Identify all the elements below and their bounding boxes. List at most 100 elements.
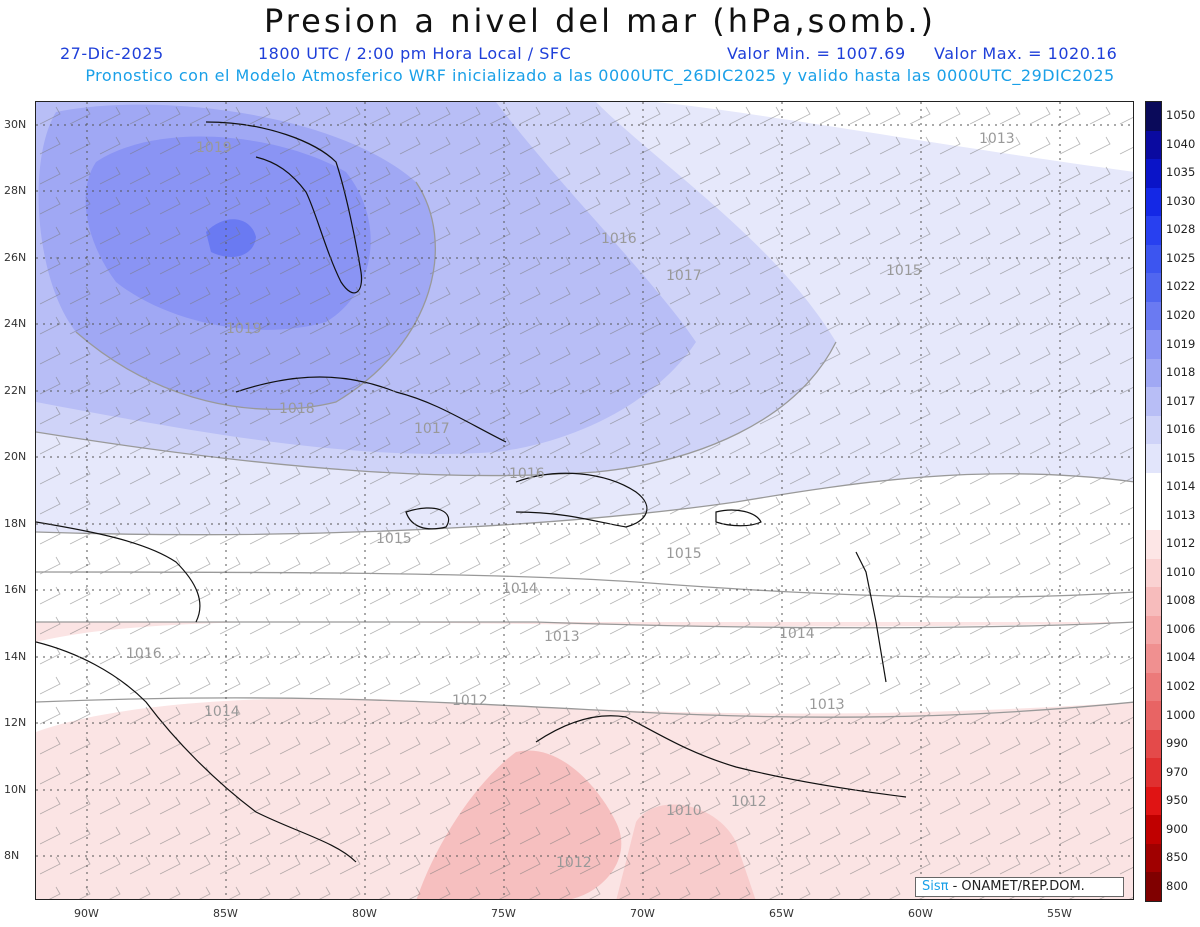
colorbar-label: 800 xyxy=(1166,878,1188,893)
colorbar-swatch xyxy=(1146,159,1161,189)
contour-label: 1010 xyxy=(666,803,702,819)
colorbar-label: 1019 xyxy=(1166,336,1196,351)
lon-label: 70W xyxy=(630,907,655,920)
contour-label: 1015 xyxy=(666,546,702,562)
lon-label: 80W xyxy=(352,907,377,920)
lat-label: 24N xyxy=(4,317,27,330)
colorbar-swatch xyxy=(1146,415,1161,445)
sispi-logo: Sisπ xyxy=(922,879,949,894)
lat-label: 22N xyxy=(4,384,27,397)
lat-label: 8N xyxy=(4,849,20,862)
colorbar-swatch xyxy=(1146,501,1161,531)
colorbar-swatch xyxy=(1146,244,1161,274)
colorbar-label: 1020 xyxy=(1166,308,1196,323)
colorbar-swatch xyxy=(1146,273,1161,303)
map-title: Presion a nivel del mar (hPa,somb.) xyxy=(263,2,937,40)
contour-label: 1018 xyxy=(279,401,315,417)
lat-lon-grid xyxy=(36,102,1133,899)
contour-label: 1012 xyxy=(731,794,767,810)
forecast-time: 1800 UTC / 2:00 pm Hora Local / SFC xyxy=(258,44,572,63)
colorbar-swatch xyxy=(1146,216,1161,246)
colorbar-label: 1017 xyxy=(1166,393,1196,408)
colorbar-swatch xyxy=(1146,301,1161,331)
forecast-description: Pronostico con el Modelo Atmosferico WRF… xyxy=(85,66,1115,85)
colorbar-swatch xyxy=(1146,872,1161,902)
max-value: Valor Max. = 1020.16 xyxy=(934,44,1118,63)
colorbar xyxy=(1145,101,1162,902)
colorbar-label: 1018 xyxy=(1166,365,1196,380)
colorbar-swatch xyxy=(1146,843,1161,873)
contour-label: 1016 xyxy=(509,466,545,482)
colorbar-swatch xyxy=(1146,701,1161,731)
lat-label: 12N xyxy=(4,716,27,729)
colorbar-label: 990 xyxy=(1166,736,1188,751)
credit-org: - ONAMET/REP.DOM. xyxy=(952,879,1085,894)
isobar-lines xyxy=(36,181,1133,718)
colorbar-swatch xyxy=(1146,530,1161,560)
colorbar-label: 900 xyxy=(1166,821,1188,836)
lon-label: 60W xyxy=(908,907,933,920)
colorbar-label: 1050 xyxy=(1166,108,1196,123)
colorbar-swatch xyxy=(1146,387,1161,417)
contour-label: 1019 xyxy=(226,321,262,337)
lat-label: 10N xyxy=(4,783,27,796)
contour-label: 1014 xyxy=(779,626,815,642)
colorbar-swatch xyxy=(1146,472,1161,502)
lon-label: 85W xyxy=(213,907,238,920)
lat-label: 16N xyxy=(4,583,27,596)
colorbar-label: 1022 xyxy=(1166,279,1196,294)
colorbar-label: 850 xyxy=(1166,850,1188,865)
colorbar-swatch xyxy=(1146,330,1161,360)
colorbar-label: 1000 xyxy=(1166,707,1196,722)
colorbar-swatch xyxy=(1146,587,1161,617)
lon-label: 75W xyxy=(491,907,516,920)
colorbar-label: 1010 xyxy=(1166,564,1196,579)
colorbar-swatch xyxy=(1146,558,1161,588)
forecast-date: 27-Dic-2025 xyxy=(60,44,164,63)
colorbar-label: 1006 xyxy=(1166,621,1196,636)
lat-label: 14N xyxy=(4,650,27,663)
contour-label: 1015 xyxy=(886,263,922,279)
colorbar-label: 1040 xyxy=(1166,136,1196,151)
contour-label: 1017 xyxy=(666,268,702,284)
colorbar-swatch xyxy=(1146,758,1161,788)
colorbar-swatch xyxy=(1146,615,1161,645)
colorbar-swatch xyxy=(1146,130,1161,160)
lat-label: 26N xyxy=(4,251,27,264)
lon-label: 55W xyxy=(1047,907,1072,920)
contour-label: 1013 xyxy=(544,629,580,645)
colorbar-label: 1008 xyxy=(1166,593,1196,608)
contour-label: 1013 xyxy=(979,131,1015,147)
lat-label: 18N xyxy=(4,517,27,530)
lon-label: 90W xyxy=(74,907,99,920)
colorbar-label: 950 xyxy=(1166,793,1188,808)
colorbar-label: 1015 xyxy=(1166,450,1196,465)
colorbar-label: 1012 xyxy=(1166,536,1196,551)
contour-label: 1015 xyxy=(376,531,412,547)
colorbar-label: 1002 xyxy=(1166,678,1196,693)
lat-label: 28N xyxy=(4,184,27,197)
colorbar-swatch xyxy=(1146,729,1161,759)
lon-label: 65W xyxy=(769,907,794,920)
credit-box: Sisπ - ONAMET/REP.DOM. xyxy=(915,877,1124,897)
map-canvas: 1013 1016 1017 1015 1019 1019 1018 1017 … xyxy=(36,102,1133,899)
colorbar-swatch xyxy=(1146,815,1161,845)
contour-label: 1016 xyxy=(126,646,162,662)
colorbar-label: 1014 xyxy=(1166,479,1196,494)
colorbar-swatch xyxy=(1146,102,1161,132)
lat-label: 30N xyxy=(4,118,27,131)
contour-label: 1014 xyxy=(204,704,240,720)
colorbar-label: 1004 xyxy=(1166,650,1196,665)
colorbar-label: 1013 xyxy=(1166,507,1196,522)
coastlines xyxy=(36,121,907,863)
colorbar-label: 970 xyxy=(1166,764,1188,779)
colorbar-swatch xyxy=(1146,187,1161,217)
min-value: Valor Min. = 1007.69 xyxy=(727,44,906,63)
colorbar-label: 1035 xyxy=(1166,165,1196,180)
colorbar-swatch xyxy=(1146,672,1161,702)
colorbar-label: 1025 xyxy=(1166,250,1196,265)
contour-label: 1012 xyxy=(452,693,488,709)
contour-label: 1019 xyxy=(196,140,232,156)
colorbar-label: 1030 xyxy=(1166,193,1196,208)
contour-label: 1014 xyxy=(502,581,538,597)
